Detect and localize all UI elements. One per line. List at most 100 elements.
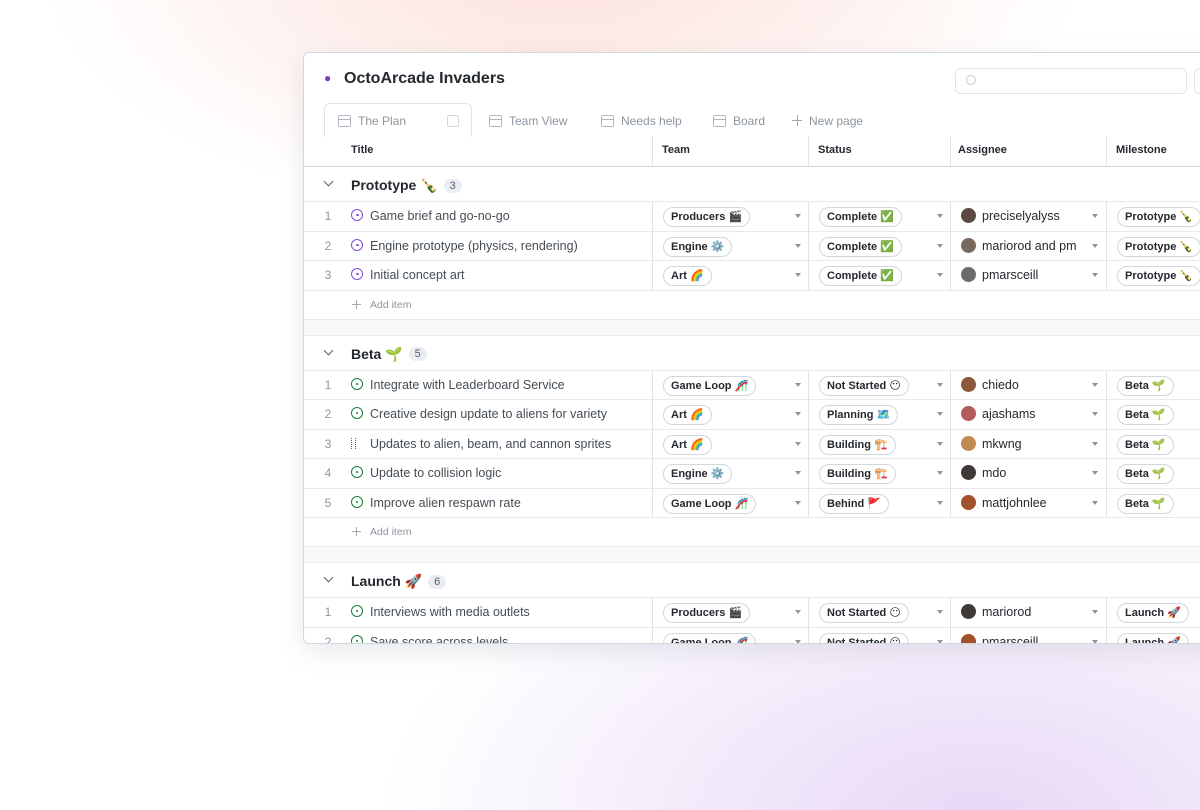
tab[interactable]: Needs help <box>621 114 682 128</box>
milestone-pill[interactable]: Beta 🌱 <box>1117 493 1174 514</box>
status-pill[interactable]: Building 🏗️ <box>819 434 896 455</box>
collapse-chevron[interactable] <box>323 176 334 187</box>
milestone-pill[interactable]: Prototype 🍾 <box>1117 266 1200 286</box>
status-pill[interactable]: Not Started 😶 <box>819 375 909 396</box>
assignee[interactable]: mdo <box>982 466 1007 480</box>
dropdown-caret[interactable] <box>937 610 943 614</box>
milestone-pill[interactable]: Beta 🌱 <box>1117 434 1174 455</box>
menu-button[interactable] <box>1194 68 1200 94</box>
team-pill[interactable]: Engine ⚙️ <box>663 464 733 484</box>
milestone-pill[interactable]: Launch 🚀 <box>1117 632 1189 643</box>
item-title[interactable]: Initial concept art <box>370 268 465 282</box>
team-pill[interactable]: Engine ⚙️ <box>663 236 733 257</box>
dropdown-caret[interactable] <box>1092 243 1098 248</box>
team-pill[interactable]: Art 🌈 <box>663 266 712 286</box>
column-header[interactable]: Milestone <box>1116 144 1167 156</box>
tab[interactable]: Board <box>733 114 766 128</box>
collapse-chevron[interactable] <box>323 345 334 355</box>
dropdown-caret[interactable] <box>937 243 943 248</box>
dropdown-caret[interactable] <box>937 214 943 218</box>
dropdown-caret[interactable] <box>795 639 801 643</box>
item-title[interactable]: Save score across levels <box>370 634 509 644</box>
tab[interactable]: The Plan <box>358 114 407 128</box>
dropdown-caret[interactable] <box>795 441 801 446</box>
milestone-pill[interactable]: Beta 🌱 <box>1117 464 1174 484</box>
dropdown-caret[interactable] <box>795 243 801 248</box>
status-pill[interactable]: Building 🏗️ <box>819 464 896 484</box>
item-title[interactable]: Game brief and go-no-go <box>370 209 510 223</box>
team-pill[interactable]: Producers 🎬 <box>663 603 751 623</box>
dropdown-caret[interactable] <box>937 273 943 277</box>
dropdown-caret[interactable] <box>937 412 943 416</box>
dropdown-caret[interactable] <box>795 412 801 416</box>
team-pill[interactable]: Art 🌈 <box>663 405 712 425</box>
search-box[interactable] <box>955 68 1187 94</box>
item-title[interactable]: Update to collision logic <box>370 466 502 480</box>
milestone-pill[interactable]: Prototype 🍾 <box>1117 236 1200 257</box>
team-pill[interactable]: Game Loop 🎢 <box>663 632 757 643</box>
dropdown-caret[interactable] <box>1092 471 1098 475</box>
dropdown-caret[interactable] <box>937 382 943 387</box>
add-item[interactable]: Add item <box>370 526 412 538</box>
dropdown-caret[interactable] <box>795 382 801 387</box>
dropdown-caret[interactable] <box>1092 500 1098 505</box>
column-header[interactable]: Title <box>351 144 374 156</box>
dropdown-caret[interactable] <box>795 214 801 218</box>
team-pill[interactable]: Art 🌈 <box>663 434 712 455</box>
team-pill[interactable]: Game Loop 🎢 <box>663 375 757 396</box>
assignee[interactable]: mariorod and pm <box>982 238 1077 253</box>
assignee[interactable]: mkwng <box>982 436 1022 451</box>
status-pill[interactable]: Not Started 😶 <box>819 603 909 623</box>
status-pill[interactable]: Complete ✅ <box>819 236 902 257</box>
status-pill[interactable]: Behind 🚩 <box>819 493 890 514</box>
add-item[interactable]: Add item <box>370 298 412 311</box>
dropdown-caret[interactable] <box>937 639 943 643</box>
item-title[interactable]: Creative design update to aliens for var… <box>370 407 607 421</box>
dropdown-caret[interactable] <box>1092 273 1098 277</box>
group-header[interactable]: Prototype 🍾 3 <box>351 177 462 194</box>
dropdown-caret[interactable] <box>1092 412 1098 416</box>
dropdown-caret[interactable] <box>1092 214 1098 218</box>
milestone-pill[interactable]: Beta 🌱 <box>1117 405 1174 425</box>
tab-menu[interactable] <box>447 115 459 127</box>
collapse-chevron[interactable] <box>323 572 334 583</box>
group-header[interactable]: Beta 🌱 5 <box>351 346 427 363</box>
team-pill[interactable]: Game Loop 🎢 <box>663 493 757 514</box>
status-pill[interactable]: Complete ✅ <box>819 207 902 227</box>
milestone-pill[interactable]: Launch 🚀 <box>1117 603 1189 623</box>
column-header[interactable]: Assignee <box>958 144 1007 156</box>
assignee[interactable]: pmarsceill <box>982 634 1039 644</box>
dropdown-caret[interactable] <box>795 500 801 505</box>
dropdown-caret[interactable] <box>937 500 943 505</box>
assignee[interactable]: pmarsceill <box>982 268 1039 282</box>
dropdown-caret[interactable] <box>795 273 801 277</box>
dropdown-caret[interactable] <box>1092 382 1098 387</box>
tab[interactable]: Team View <box>509 114 568 128</box>
milestone-pill[interactable]: Prototype 🍾 <box>1117 207 1200 227</box>
group-header[interactable]: Launch 🚀 6 <box>351 573 447 590</box>
milestone-pill[interactable]: Beta 🌱 <box>1117 375 1174 396</box>
dropdown-caret[interactable] <box>795 471 801 475</box>
status-pill[interactable]: Not Started 😶 <box>819 632 909 643</box>
item-title[interactable]: Improve alien respawn rate <box>370 495 521 510</box>
column-header[interactable]: Team <box>662 144 690 156</box>
status-pill[interactable]: Planning 🗺️ <box>819 405 899 425</box>
assignee[interactable]: ajashams <box>982 407 1036 421</box>
assignee[interactable]: mattjohnlee <box>982 495 1047 510</box>
dropdown-caret[interactable] <box>937 441 943 446</box>
dropdown-caret[interactable] <box>795 610 801 614</box>
dropdown-caret[interactable] <box>937 471 943 475</box>
item-title[interactable]: Interviews with media outlets <box>370 605 530 619</box>
assignee[interactable]: chiedo <box>982 377 1019 392</box>
assignee[interactable]: mariorod <box>982 605 1032 619</box>
item-title[interactable]: Engine prototype (physics, rendering) <box>370 238 578 253</box>
assignee[interactable]: preciselyalyss <box>982 209 1060 223</box>
tab-active[interactable] <box>324 103 472 137</box>
item-title[interactable]: Updates to alien, beam, and cannon sprit… <box>370 436 612 451</box>
tab[interactable]: New page <box>809 114 864 128</box>
column-header[interactable]: Status <box>818 144 852 156</box>
status-pill[interactable]: Complete ✅ <box>819 266 902 286</box>
dropdown-caret[interactable] <box>1092 639 1098 643</box>
dropdown-caret[interactable] <box>1092 441 1098 446</box>
team-pill[interactable]: Producers 🎬 <box>663 207 751 227</box>
